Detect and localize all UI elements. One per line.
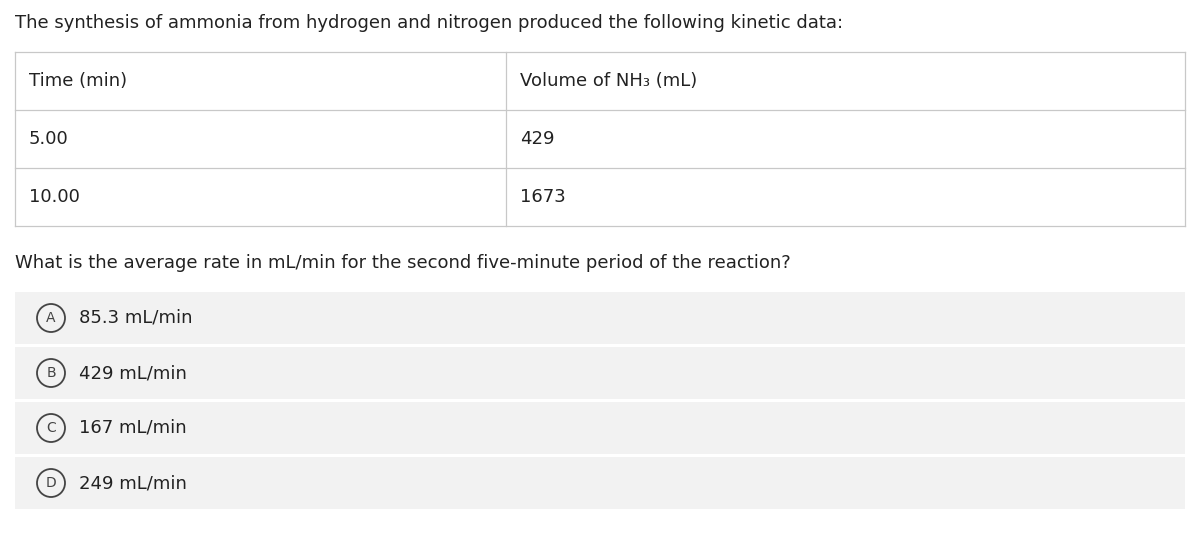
Text: 167 mL/min: 167 mL/min: [79, 419, 187, 437]
Text: 1673: 1673: [521, 188, 566, 206]
Text: A: A: [47, 311, 55, 325]
Text: Volume of NH₃ (mL): Volume of NH₃ (mL): [521, 72, 697, 90]
Text: Time (min): Time (min): [29, 72, 127, 90]
Text: 429: 429: [521, 130, 554, 148]
FancyBboxPatch shape: [14, 347, 1186, 399]
Text: 85.3 mL/min: 85.3 mL/min: [79, 309, 192, 327]
FancyBboxPatch shape: [14, 457, 1186, 509]
Text: 5.00: 5.00: [29, 130, 68, 148]
Text: B: B: [46, 366, 56, 380]
Text: What is the average rate in mL/min for the second five-minute period of the reac: What is the average rate in mL/min for t…: [14, 254, 791, 272]
Text: 429 mL/min: 429 mL/min: [79, 364, 187, 382]
Text: D: D: [46, 476, 56, 490]
FancyBboxPatch shape: [14, 292, 1186, 344]
Text: 10.00: 10.00: [29, 188, 80, 206]
Text: The synthesis of ammonia from hydrogen and nitrogen produced the following kinet: The synthesis of ammonia from hydrogen a…: [14, 14, 844, 32]
FancyBboxPatch shape: [14, 402, 1186, 454]
Text: 249 mL/min: 249 mL/min: [79, 474, 187, 492]
Text: C: C: [46, 421, 56, 435]
